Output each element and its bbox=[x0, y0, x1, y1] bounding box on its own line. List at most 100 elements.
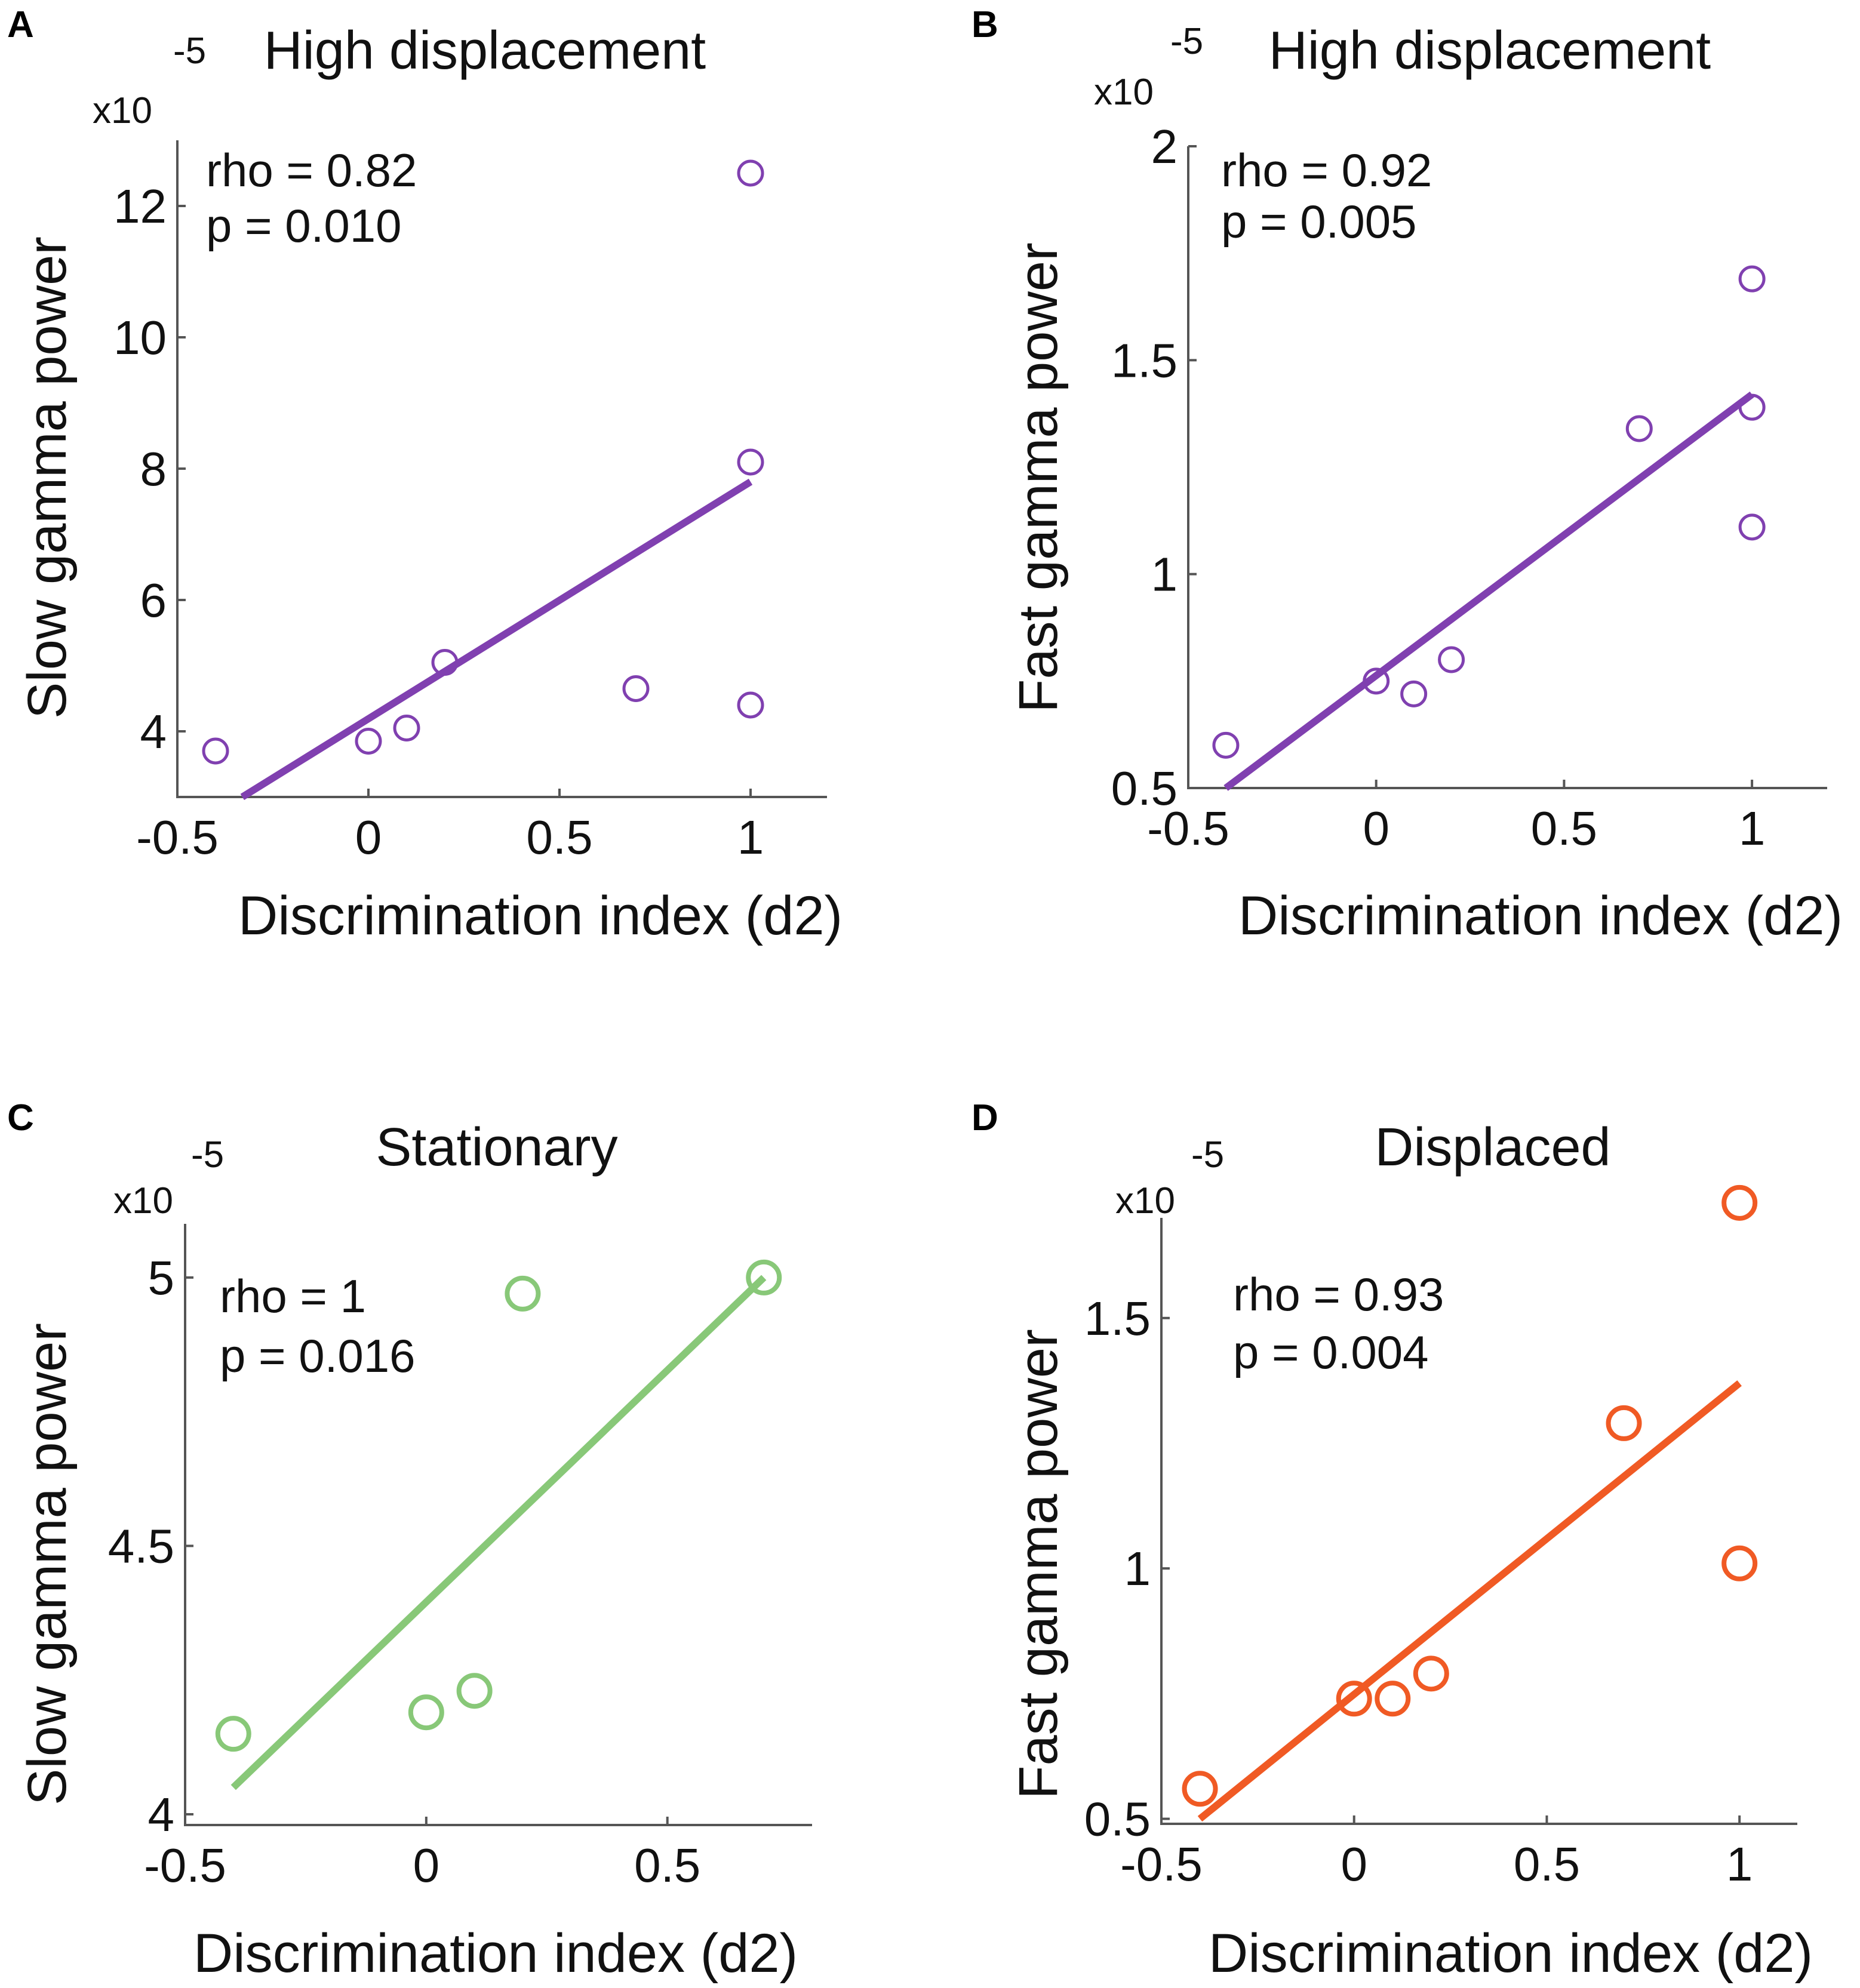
panel-d-y-tick-label: 1 bbox=[1124, 1542, 1151, 1595]
panel-b-x-label: Discrimination index (d2) bbox=[1238, 885, 1843, 946]
panel-d: D Displaced x10 -5 rho = 0.93 p = 0.004 … bbox=[971, 1097, 1813, 1984]
panel-b-y-exponent: -5 bbox=[1170, 21, 1203, 62]
panel-c-x-label: Discrimination index (d2) bbox=[193, 1923, 798, 1984]
panel-b-plot: -0.5 0 0.5 1 0.5 1 1.5 2 bbox=[1111, 120, 1827, 855]
panel-c-x-tick-label: 0 bbox=[413, 1839, 440, 1892]
panel-letter-c: C bbox=[7, 1097, 34, 1138]
panel-b-data-point bbox=[1738, 265, 1766, 293]
panel-c-data-point bbox=[215, 1716, 251, 1752]
panel-b-y-tick-label: 2 bbox=[1151, 120, 1178, 173]
panel-letter-d: D bbox=[971, 1097, 998, 1138]
panel-c-x-tick-label: 0.5 bbox=[634, 1839, 700, 1892]
panel-d-y-tick-label: 0.5 bbox=[1084, 1793, 1151, 1846]
panel-c-y-label: Slow gamma power bbox=[17, 1323, 78, 1805]
panel-a-plot: -0.5 0 0.5 1 4 6 8 10 12 bbox=[113, 140, 827, 864]
panel-a-data-point bbox=[737, 448, 764, 476]
panel-a-y-tick-label: 12 bbox=[113, 180, 167, 233]
panel-a-x-tick-label: 0.5 bbox=[526, 811, 592, 864]
panel-c: C Stationary x10 -5 rho = 1 p = 0.016 Di… bbox=[7, 1097, 812, 1984]
panel-b-y-multiplier: x10 bbox=[1094, 72, 1154, 113]
panel-d-data-point bbox=[1606, 1405, 1642, 1441]
panel-d-x-tick-label: 0.5 bbox=[1514, 1838, 1580, 1891]
panel-a-data-point bbox=[431, 649, 459, 676]
panel-c-data-point bbox=[505, 1275, 541, 1312]
panel-d-title: Displaced bbox=[1375, 1118, 1610, 1177]
panel-a-data-point bbox=[393, 715, 420, 741]
panel-b-y-tick-label: 1 bbox=[1151, 548, 1178, 601]
panel-c-data-point bbox=[746, 1259, 782, 1295]
panel-b-data-point bbox=[1363, 667, 1390, 695]
panel-d-x-label: Discrimination index (d2) bbox=[1209, 1923, 1813, 1984]
panel-b-title: High displacement bbox=[1269, 21, 1711, 81]
panel-b: B High displacement x10 -5 rho = 0.92 p … bbox=[971, 4, 1843, 946]
panel-b-y-tick-label: 0.5 bbox=[1111, 762, 1178, 815]
panel-b-x-tick-label: -0.5 bbox=[1147, 802, 1229, 855]
panel-a-fit-line bbox=[240, 478, 753, 801]
panel-d-y-label: Fast gamma power bbox=[1008, 1329, 1069, 1799]
panel-c-y-tick-label: 4 bbox=[148, 1788, 175, 1841]
panel-b-data-point bbox=[1738, 393, 1766, 421]
panel-a-p-value: p = 0.010 bbox=[206, 199, 401, 252]
panel-d-fit-line bbox=[1197, 1380, 1742, 1822]
panel-b-data-point bbox=[1738, 513, 1766, 541]
panel-b-y-label: Fast gamma power bbox=[1008, 242, 1069, 712]
panel-c-y-tick-label: 5 bbox=[148, 1251, 175, 1304]
panel-c-p-value: p = 0.016 bbox=[220, 1330, 415, 1382]
panel-b-data-point bbox=[1625, 415, 1653, 442]
panel-d-data-point bbox=[1413, 1655, 1449, 1692]
panel-a-data-point bbox=[355, 728, 382, 755]
panel-d-y-multiplier: x10 bbox=[1115, 1180, 1175, 1221]
panel-a-x-tick-label: -0.5 bbox=[136, 811, 219, 864]
panel-d-y-exponent: -5 bbox=[1191, 1134, 1224, 1175]
panel-c-plot: -0.5 0 0.5 4 4.5 5 bbox=[108, 1224, 812, 1892]
panel-d-data-point bbox=[1182, 1771, 1218, 1807]
panel-b-rho: rho = 0.92 bbox=[1221, 144, 1432, 196]
panel-letter-a: A bbox=[7, 4, 34, 45]
panel-b-y-tick-label: 1.5 bbox=[1111, 334, 1178, 387]
panel-a-y-exponent: -5 bbox=[173, 30, 206, 72]
panel-a-y-label: Slow gamma power bbox=[17, 236, 78, 719]
panel-a-y-tick-label: 6 bbox=[140, 574, 167, 627]
panel-c-data-point bbox=[408, 1694, 444, 1731]
panel-a-rho: rho = 0.82 bbox=[206, 144, 417, 196]
panel-b-x-tick-label: 0 bbox=[1363, 802, 1389, 855]
panel-a-x-tick-label: 0 bbox=[355, 811, 382, 864]
panel-d-x-tick-label: 1 bbox=[1726, 1838, 1753, 1891]
panel-b-data-point bbox=[1212, 731, 1240, 759]
panel-a-x-label: Discrimination index (d2) bbox=[238, 885, 843, 946]
panel-d-data-point bbox=[1721, 1184, 1758, 1221]
panel-a: A High displacement x10 -5 rho = 0.82 p … bbox=[7, 4, 843, 946]
panel-b-fit-line bbox=[1223, 391, 1754, 791]
panel-c-fit-line bbox=[230, 1275, 767, 1790]
panel-d-data-point bbox=[1721, 1545, 1758, 1581]
panel-c-y-tick-label: 4.5 bbox=[108, 1519, 174, 1572]
panel-a-y-tick-label: 4 bbox=[140, 705, 167, 758]
panel-b-data-point bbox=[1400, 680, 1428, 707]
panel-b-data-point bbox=[1438, 646, 1465, 673]
panel-d-x-tick-label: -0.5 bbox=[1120, 1838, 1203, 1891]
panel-a-title: High displacement bbox=[264, 21, 706, 81]
panel-c-y-multiplier: x10 bbox=[113, 1180, 173, 1221]
panel-letter-b: B bbox=[971, 4, 998, 45]
panel-d-data-point bbox=[1375, 1681, 1411, 1717]
panel-a-data-point bbox=[737, 159, 764, 187]
panel-a-y-multiplier: x10 bbox=[93, 90, 152, 131]
panel-c-x-tick-label: -0.5 bbox=[144, 1839, 226, 1892]
panel-b-p-value: p = 0.005 bbox=[1221, 195, 1416, 248]
panel-a-y-tick-label: 10 bbox=[113, 311, 167, 364]
panel-d-y-tick-label: 1.5 bbox=[1084, 1292, 1151, 1345]
panel-c-data-point bbox=[456, 1673, 493, 1709]
panel-d-x-tick-label: 0 bbox=[1341, 1838, 1367, 1891]
panel-c-title: Stationary bbox=[376, 1118, 617, 1177]
panel-c-y-exponent: -5 bbox=[191, 1134, 224, 1175]
panel-b-x-tick-label: 0.5 bbox=[1531, 802, 1597, 855]
panel-a-y-tick-label: 8 bbox=[140, 442, 167, 496]
panel-a-data-point bbox=[737, 691, 764, 719]
panel-d-rho: rho = 0.93 bbox=[1233, 1268, 1444, 1321]
panel-a-data-point bbox=[202, 737, 229, 765]
panel-a-x-tick-label: 1 bbox=[737, 811, 764, 864]
panel-d-p-value: p = 0.004 bbox=[1233, 1326, 1428, 1378]
panel-d-plot: -0.5 0 0.5 1 0.5 1 1.5 bbox=[1084, 1184, 1797, 1891]
panel-c-rho: rho = 1 bbox=[220, 1270, 366, 1322]
